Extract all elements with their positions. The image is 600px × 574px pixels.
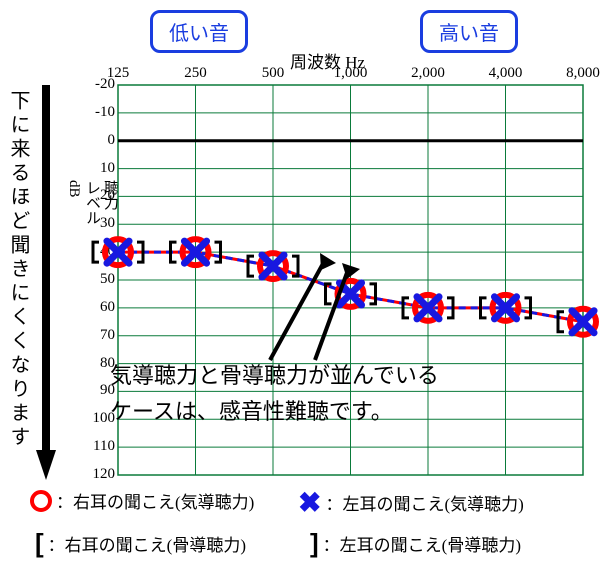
bracket-close-icon: ] <box>310 528 319 559</box>
legend-left-bone-label: ：左耳の聞こえ(骨導聴力) <box>323 531 521 556</box>
legend-left-bone: ] ：左耳の聞こえ(骨導聴力) <box>310 528 521 559</box>
bracket-open-icon: [ <box>35 528 44 559</box>
circle-icon <box>30 490 52 512</box>
legend-right-air-label: ：右耳の聞こえ(気導聴力) <box>56 488 254 513</box>
annotation-line-2: ケースは、感音性難聴です。 <box>110 394 393 429</box>
legend-right-bone: [ ：右耳の聞こえ(骨導聴力) <box>35 528 246 559</box>
annotation-line-1: 気導聴力と骨導聴力が並んでいる <box>110 358 439 393</box>
legend-right-bone-label: ：右耳の聞こえ(骨導聴力) <box>48 531 246 556</box>
annotation-arrows-icon <box>250 245 380 365</box>
legend-left-air: ✖ ：左耳の聞こえ(気導聴力) <box>298 486 524 519</box>
audiogram-page: 低い音 高い音 周波数 Hz 下に来るほど聞きにくくなります 聴力レベルdB 1… <box>0 0 600 574</box>
x-icon: ✖ <box>298 486 321 519</box>
legend-left-air-label: ：左耳の聞こえ(気導聴力) <box>325 490 523 515</box>
legend-right-air: ：右耳の聞こえ(気導聴力) <box>30 488 254 513</box>
